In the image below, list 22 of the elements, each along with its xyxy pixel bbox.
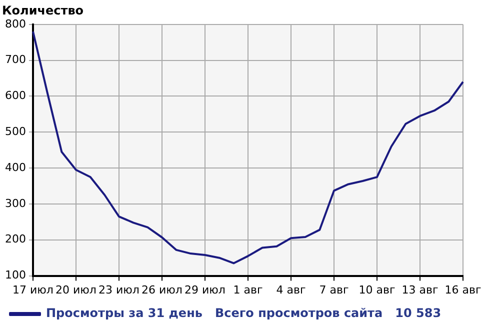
y-tick-label: 800 (4, 17, 26, 30)
y-tick-label: 500 (4, 125, 26, 138)
x-tick-label: 16 авг (444, 283, 482, 296)
x-tick-label: 4 авг (276, 283, 306, 296)
y-tick-label: 400 (4, 160, 26, 174)
x-tick-label: 29 июл (184, 283, 226, 296)
x-tick-label: 23 июл (98, 283, 140, 296)
x-tick-label: 10 авг (358, 283, 396, 296)
y-tick-label: 100 (4, 268, 26, 282)
x-tick-label: 7 авг (319, 283, 349, 296)
x-tick-label: 26 июл (142, 283, 182, 296)
y-tick-label: 300 (4, 196, 26, 210)
x-tick-label: 1 авг (233, 283, 263, 296)
y-tick-label: 700 (4, 53, 26, 66)
y-axis-title: Количество (2, 3, 84, 18)
y-tick-label: 600 (4, 89, 26, 102)
legend-label: Просмотры за 31 день (46, 306, 203, 320)
text: Всего просмотров сайта 10 583 (215, 306, 442, 320)
x-tick-label: 17 июл (12, 283, 54, 296)
x-tick-label: 13 авг (402, 283, 438, 296)
y-tick-label: 200 (4, 232, 26, 246)
x-tick-label: 20 июл (56, 283, 96, 296)
